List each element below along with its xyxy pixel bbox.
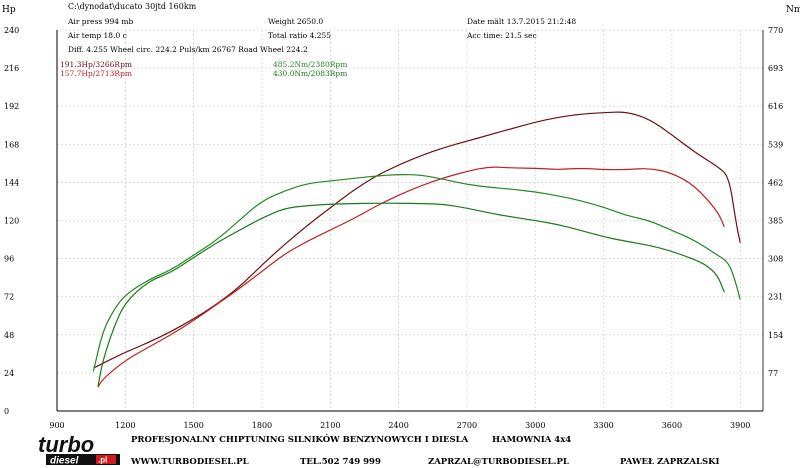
y-tick-label-right: 308 xyxy=(768,255,783,264)
grid xyxy=(56,29,763,411)
y-tick-label-right: 231 xyxy=(768,293,783,302)
y-tick-label-right: 616 xyxy=(768,102,783,111)
curves xyxy=(92,111,741,388)
peak-hp-before: 157.7Hp/2713Rpm xyxy=(60,69,132,78)
y-tick-label-right: 693 xyxy=(768,64,783,73)
y-tick-label-left: 96 xyxy=(4,255,14,264)
total-ratio: Total ratio 4.255 xyxy=(268,31,331,40)
y-tick-label-left: 168 xyxy=(4,140,19,149)
y-tick-label-left: 48 xyxy=(4,331,14,340)
tagline: PROFESJONALNY CHIPTUNING SILNIKÓW BENZYN… xyxy=(131,433,469,445)
y-tick-label-right: 539 xyxy=(768,140,783,149)
date: Date mält 13.7.2015 21:2:48 xyxy=(467,17,576,26)
logo-pl-badge xyxy=(96,455,116,464)
website: WWW.TURBODIESEL.PL xyxy=(130,457,249,467)
series-line-2 xyxy=(92,174,741,372)
y-tick-label-left: 72 xyxy=(4,293,14,302)
y-tick-label-right: 462 xyxy=(768,178,783,187)
logo-pl: .pl xyxy=(98,456,107,465)
x-tick-label: 2700 xyxy=(457,421,477,430)
y-tick-label-left: 144 xyxy=(4,178,19,187)
y-tick-label-left: 120 xyxy=(4,217,19,226)
y-tick-label-left: 24 xyxy=(4,369,14,378)
y-tick-label-right: 77 xyxy=(768,369,778,378)
y-tick-label-right: 154 xyxy=(768,331,783,340)
air-temp: Air temp 18.0 c xyxy=(67,31,127,40)
x-tick-label: 3300 xyxy=(593,421,613,430)
x-tick-label: 1500 xyxy=(183,421,203,430)
x-tick-label: 2400 xyxy=(388,421,408,430)
y-unit-left: Hp xyxy=(2,5,16,15)
file-path: C:\dynodat\ducato 30jtd 160km xyxy=(68,2,197,11)
logo-diesel: diesel xyxy=(50,456,79,467)
logo-turbo: turbo xyxy=(38,432,94,457)
peak-nm-before: 430.0Nm/2083Rpm xyxy=(273,69,347,78)
phone: TEL.502 749 999 xyxy=(300,457,381,467)
y-tick-label-left: 0 xyxy=(4,407,9,416)
acc-time: Acc time: 21.5 sec xyxy=(466,31,537,40)
series-line-0 xyxy=(93,111,741,369)
hamownia: HAMOWNIA 4x4 xyxy=(492,435,571,445)
diff-line: Diff. 4.255 Wheel circ. 224.2 Puls/km 26… xyxy=(68,45,308,54)
series-line-1 xyxy=(97,166,725,388)
weight: Weight 2650.0 xyxy=(268,17,323,26)
logo-bar xyxy=(46,454,120,465)
x-tick-label: 3000 xyxy=(525,421,545,430)
y-tick-label-left: 192 xyxy=(4,102,19,111)
x-tick-label: 2100 xyxy=(320,421,340,430)
peak-hp-after: 191.3Hp/3266Rpm xyxy=(60,60,132,69)
air-press: Air press 994 mb xyxy=(67,17,134,26)
x-tick-label: 1800 xyxy=(252,421,272,430)
x-tick-label: 3900 xyxy=(730,421,750,430)
axes: 900 1200 1500 1800 2100 2400 2700 3000 3300 3600 3… xyxy=(4,26,783,430)
owner-name: PAWEŁ ZAPRZALSKI xyxy=(620,457,720,467)
series-line-3 xyxy=(97,202,725,387)
peak-nm-after: 485.2Nm/2380Rpm xyxy=(273,60,347,69)
y-tick-label-left: 216 xyxy=(4,64,19,73)
email: ZAPRZAL@TURBODIESEL.PL xyxy=(428,457,569,467)
x-tick-label: 1200 xyxy=(115,421,135,430)
x-tick-label: 900 xyxy=(49,421,64,430)
y-tick-label-left: 240 xyxy=(4,26,19,35)
turbodiesel-logo: turbo diesel .pl xyxy=(38,432,120,467)
y-tick-label-right: 770 xyxy=(768,26,783,35)
y-unit-right: Nm xyxy=(786,5,800,15)
x-tick-label: 3600 xyxy=(662,421,682,430)
y-tick-label-right: 385 xyxy=(768,217,783,226)
